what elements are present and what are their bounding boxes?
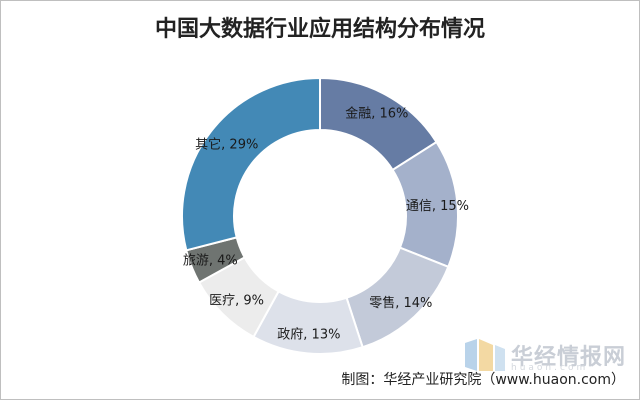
- watermark-logo-icon: [465, 339, 505, 371]
- chart-title: 中国大数据行业应用结构分布情况: [154, 16, 485, 42]
- donut-slice-7: [181, 76, 321, 252]
- donut-slices: [181, 76, 459, 355]
- watermark: 华经情报网 huaon.com: [463, 337, 633, 373]
- slice-label-1: 金融, 16%: [345, 106, 408, 122]
- slice-label-2: 通信, 15%: [406, 199, 469, 214]
- slice-label-6: 旅游, 4%: [183, 253, 238, 268]
- watermark-brand: 华经情报网: [511, 345, 627, 370]
- slice-label-5: 医疗, 9%: [209, 293, 264, 308]
- slice-label-7: 其它, 29%: [195, 137, 258, 153]
- source-note: 制图：华经产业研究院（www.huaon.com）: [341, 372, 625, 388]
- watermark-domain: huaon.com: [511, 363, 589, 373]
- slice-label-3: 零售, 14%: [369, 295, 432, 311]
- donut-labels: 金融, 16% 通信, 15% 零售, 14% 政府, 13% 医疗, 9% 旅游, 4%…: [183, 106, 469, 343]
- slice-label-4: 政府, 13%: [277, 327, 340, 342]
